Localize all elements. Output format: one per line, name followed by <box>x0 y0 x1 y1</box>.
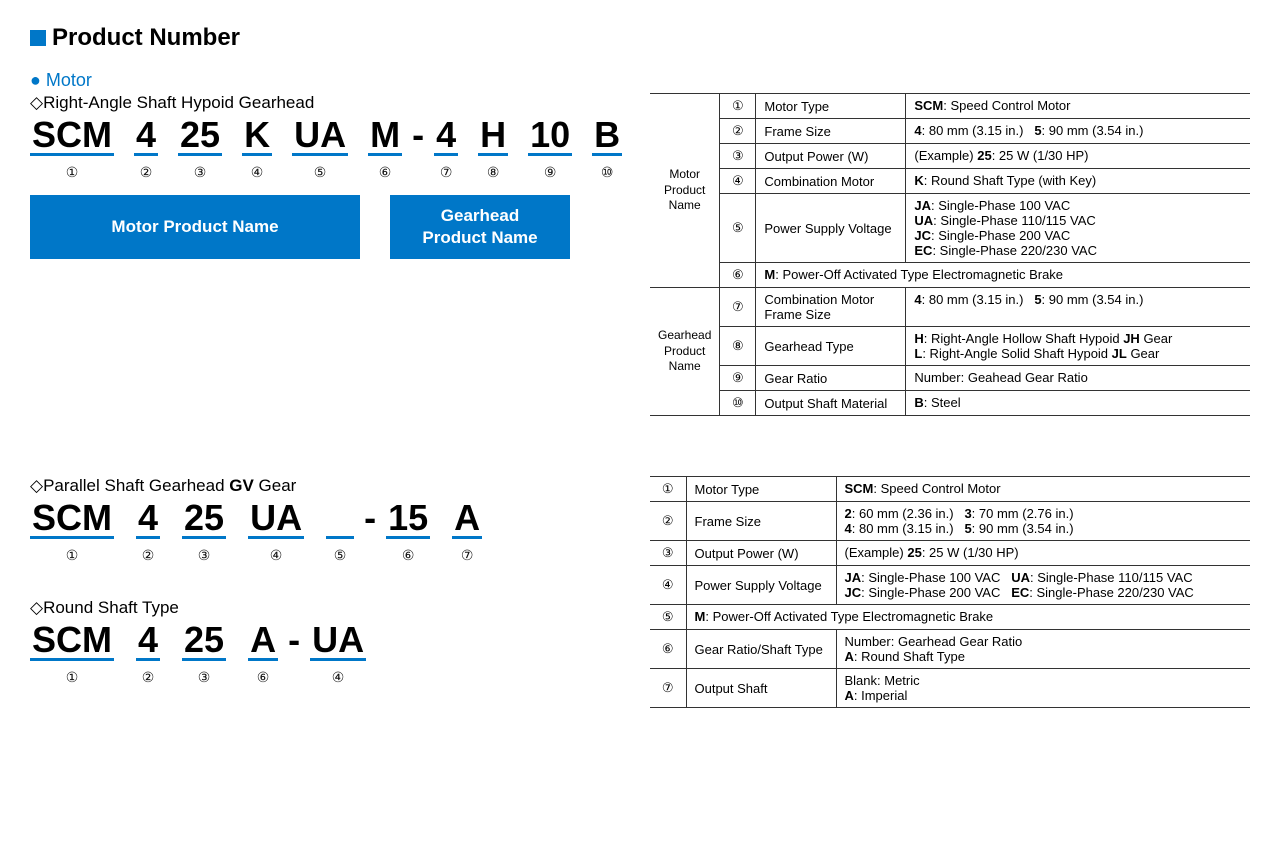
product-code-3: SCM①4②25③A⑥-UA④ <box>30 622 600 686</box>
type2-heading: ◇Parallel Shaft Gearhead GV Gear <box>30 476 600 496</box>
code-segment: SCM① <box>30 117 114 181</box>
code-segment: M⑥ <box>368 117 402 181</box>
code-segment: 10⑨ <box>528 117 572 181</box>
code-segment: 25③ <box>178 117 222 181</box>
code-segment: UA④ <box>248 500 304 564</box>
code-segment: UA⑤ <box>292 117 348 181</box>
code-segment: SCM① <box>30 500 114 564</box>
square-bullet-icon <box>30 30 46 46</box>
code-segment: 25③ <box>182 622 226 686</box>
code-segment: 4② <box>136 500 160 564</box>
code-segment: B⑩ <box>592 117 622 181</box>
code-segment: 4② <box>134 117 158 181</box>
product-code-1: SCM①4②25③K④UA⑤M⑥-4⑦H⑧10⑨B⑩ <box>30 117 600 181</box>
code-segment: H⑧ <box>478 117 508 181</box>
code-segment: 15⑥ <box>386 500 430 564</box>
code-segment: 4⑦ <box>434 117 458 181</box>
section-title: Product Number <box>30 24 1250 52</box>
code-segment: SCM① <box>30 622 114 686</box>
title-text: Product Number <box>52 24 240 52</box>
gearhead-product-name-box: GearheadProduct Name <box>390 195 570 259</box>
code-segment: A⑦ <box>452 500 482 564</box>
code-segment: UA④ <box>310 622 366 686</box>
code-segment: A⑥ <box>248 622 278 686</box>
motor-subheading: ● Motor <box>30 70 1250 91</box>
type1-heading: ◇Right-Angle Shaft Hypoid Gearhead <box>30 93 600 113</box>
product-code-2: SCM①4②25③UA④ ⑤-15⑥A⑦ <box>30 500 600 564</box>
code-segment: 25③ <box>182 500 226 564</box>
spec-table-1: MotorProductName①Motor TypeSCM: Speed Co… <box>650 93 1250 416</box>
motor-product-name-box: Motor Product Name <box>30 195 360 259</box>
type3-heading: ◇Round Shaft Type <box>30 598 600 618</box>
spec-table-2: ①Motor TypeSCM: Speed Control Motor②Fram… <box>650 476 1250 708</box>
code-segment: 4② <box>136 622 160 686</box>
code-segment: K④ <box>242 117 272 181</box>
code-segment: ⑤ <box>326 500 354 564</box>
